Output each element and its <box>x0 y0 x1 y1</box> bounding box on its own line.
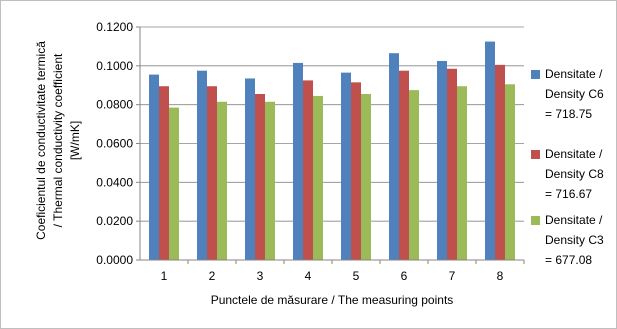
legend: Densitate / Density C6 = 718.75 Densitate /… <box>531 67 604 267</box>
bar-series3-point2 <box>217 101 227 260</box>
bar-series1-point8 <box>485 41 495 260</box>
legend-label: Densitate / <box>545 213 603 227</box>
x-tick-label: 7 <box>449 269 456 283</box>
bar-series2-point3 <box>255 93 265 260</box>
legend-label: Densitate / <box>545 67 603 81</box>
bar-series3-point4 <box>313 95 323 260</box>
bar-series3-point8 <box>505 84 515 260</box>
legend-label: Density C3 <box>545 233 604 247</box>
y-tick-label: 0.0000 <box>96 253 133 267</box>
y-axis-title-line: Coeficientul de conductivitate termică <box>34 41 48 240</box>
bar-series1-point2 <box>197 70 207 260</box>
bar-series1-point1 <box>149 74 159 260</box>
x-tick-label: 4 <box>305 269 312 283</box>
x-tick-label: 1 <box>161 269 168 283</box>
y-axis-title-line: [W/mK] <box>68 121 82 160</box>
legend-swatch <box>531 70 540 79</box>
bar-series2-point8 <box>495 64 505 260</box>
bar-series1-point3 <box>245 78 255 261</box>
bar-series3-point3 <box>265 101 275 260</box>
bar-series1-point5 <box>341 72 351 260</box>
y-axis-title-line: / Thermal conductivity coefficient <box>51 53 65 227</box>
x-tick-label: 2 <box>209 269 216 283</box>
y-tick-labels: 0.0000 0.0200 0.0400 0.0600 0.0800 0.1000 0.12… <box>96 20 140 267</box>
bar-series1-point4 <box>293 62 303 260</box>
legend-swatch <box>531 216 540 225</box>
bar-series2-point6 <box>399 70 409 260</box>
bar-series2-point5 <box>351 82 361 261</box>
legend-label: = 718.75 <box>545 107 592 121</box>
bar-series2-point7 <box>447 68 457 260</box>
legend-label: = 716.67 <box>545 187 592 201</box>
bar-series1-point7 <box>437 60 447 260</box>
x-tick-label: 3 <box>257 269 264 283</box>
bar-series3-point1 <box>169 107 179 261</box>
legend-label: Densitate / <box>545 147 603 161</box>
legend-swatch <box>531 150 540 159</box>
x-axis-title: Punctele de măsurare / The measuring poi… <box>211 293 454 307</box>
bar-series1-point6 <box>389 53 399 261</box>
legend-label: Density C6 <box>545 87 604 101</box>
x-tick-labels: 1 2 3 4 5 6 7 8 <box>161 260 525 283</box>
bars <box>149 41 515 261</box>
x-tick-label: 8 <box>497 269 504 283</box>
x-tick-label: 5 <box>353 269 360 283</box>
y-tick-label: 0.1000 <box>96 59 133 73</box>
y-tick-label: 0.0600 <box>96 137 133 151</box>
bar-series3-point7 <box>457 86 467 261</box>
plot-area <box>139 26 524 261</box>
y-tick-label: 0.0200 <box>96 214 133 228</box>
legend-label: = 677.08 <box>545 253 592 267</box>
bar-series2-point4 <box>303 80 313 260</box>
legend-label: Density C8 <box>545 167 604 181</box>
y-tick-label: 0.0400 <box>96 175 133 189</box>
y-tick-label: 0.1200 <box>96 20 133 34</box>
y-tick-label: 0.0800 <box>96 98 133 112</box>
bar-series3-point6 <box>409 90 419 261</box>
y-axis-title: Coeficientul de conductivitate termică / … <box>34 41 82 240</box>
x-tick-label: 6 <box>401 269 408 283</box>
bar-series2-point2 <box>207 86 217 261</box>
bar-series3-point5 <box>361 93 371 260</box>
bar-series2-point1 <box>159 86 169 261</box>
